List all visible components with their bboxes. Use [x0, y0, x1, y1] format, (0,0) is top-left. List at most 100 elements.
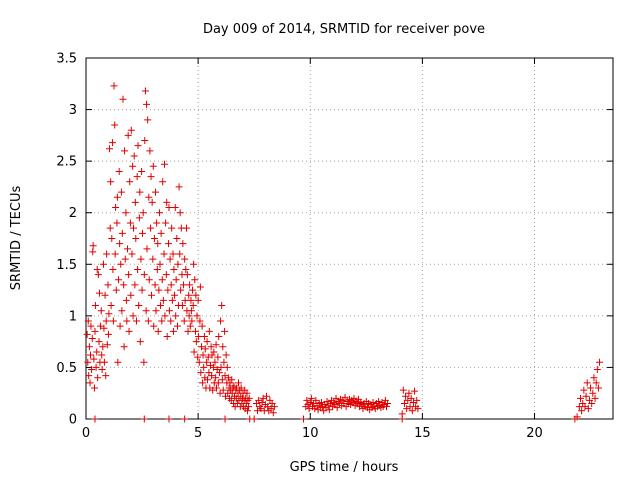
data-point [127, 126, 135, 134]
data-point [123, 317, 131, 325]
data-point [191, 276, 199, 284]
data-point [194, 353, 202, 361]
data-point [87, 322, 95, 330]
data-point [300, 415, 308, 423]
data-point [93, 265, 101, 273]
data-point [584, 405, 592, 413]
y-tick-label: 0.5 [56, 361, 77, 376]
data-point [86, 379, 94, 387]
data-point [199, 379, 207, 387]
data-point [126, 178, 134, 186]
data-point [113, 193, 121, 201]
data-point [107, 178, 115, 186]
data-point [103, 341, 111, 349]
data-point [147, 224, 155, 232]
data-point [168, 224, 176, 232]
data-point [106, 224, 114, 232]
data-point [185, 291, 193, 299]
data-point [114, 358, 122, 366]
data-point [159, 178, 167, 186]
data-point [120, 343, 128, 351]
data-point [104, 330, 112, 338]
data-point [89, 242, 97, 250]
data-point [214, 379, 222, 387]
data-point [154, 240, 162, 248]
data-point [137, 255, 145, 263]
data-point [98, 365, 106, 373]
data-point [192, 338, 200, 346]
data-point [123, 245, 131, 253]
data-point [132, 235, 140, 242]
data-point [208, 372, 216, 380]
data-point [237, 384, 245, 392]
data-point [120, 281, 128, 289]
data-point [203, 338, 211, 346]
data-point [117, 260, 125, 268]
data-point [399, 386, 407, 394]
data-point [209, 386, 217, 394]
data-point [169, 327, 177, 335]
data-point [168, 296, 176, 304]
data-point [205, 327, 213, 335]
data-point [181, 415, 189, 423]
data-point [228, 376, 236, 384]
data-point [165, 240, 173, 248]
data-point [125, 271, 133, 279]
data-point [400, 400, 408, 408]
data-point [184, 327, 192, 335]
data-point [147, 291, 155, 299]
data-point [213, 384, 221, 392]
data-point [111, 250, 119, 258]
data-point [215, 369, 223, 377]
data-point [204, 353, 212, 361]
data-point [100, 324, 108, 332]
data-point [153, 219, 161, 227]
data-point [99, 343, 107, 351]
plot-frame [85, 57, 614, 420]
data-point [90, 355, 98, 363]
data-point [163, 332, 171, 340]
data-point [221, 415, 229, 423]
data-point [158, 317, 166, 325]
data-point [122, 209, 130, 217]
data-point [165, 204, 173, 212]
data-point [250, 415, 258, 423]
data-point [199, 351, 207, 359]
data-point [109, 317, 117, 325]
data-point [98, 351, 106, 359]
data-point [100, 358, 108, 366]
data-point [306, 398, 314, 406]
x-tick-label: 0 [82, 426, 90, 441]
data-point [108, 139, 116, 147]
data-point [88, 365, 96, 373]
data-point [188, 317, 196, 325]
data-point [134, 265, 142, 273]
data-point [140, 271, 148, 279]
data-point [175, 183, 183, 191]
data-point [582, 392, 590, 400]
data-point [113, 219, 121, 227]
data-point [407, 394, 415, 402]
data-point [111, 121, 119, 129]
data-point [375, 397, 383, 405]
x-axis-label: GPS time / hours [290, 460, 399, 475]
data-point [94, 374, 102, 382]
data-point [245, 394, 253, 402]
data-point [221, 327, 229, 335]
data-point [115, 276, 123, 284]
data-point [210, 348, 218, 356]
data-point [192, 291, 200, 299]
chart-title: Day 009 of 2014, SRMTID for receiver pov… [203, 22, 485, 37]
data-point [144, 116, 152, 124]
data-point [150, 322, 158, 330]
data-point [587, 384, 595, 392]
data-point [177, 286, 185, 294]
data-point [182, 265, 190, 273]
data-point [139, 229, 147, 237]
data-point [588, 400, 596, 408]
data-point [187, 296, 195, 304]
data-point [583, 379, 591, 387]
data-point [214, 353, 222, 361]
data-point [121, 147, 129, 155]
